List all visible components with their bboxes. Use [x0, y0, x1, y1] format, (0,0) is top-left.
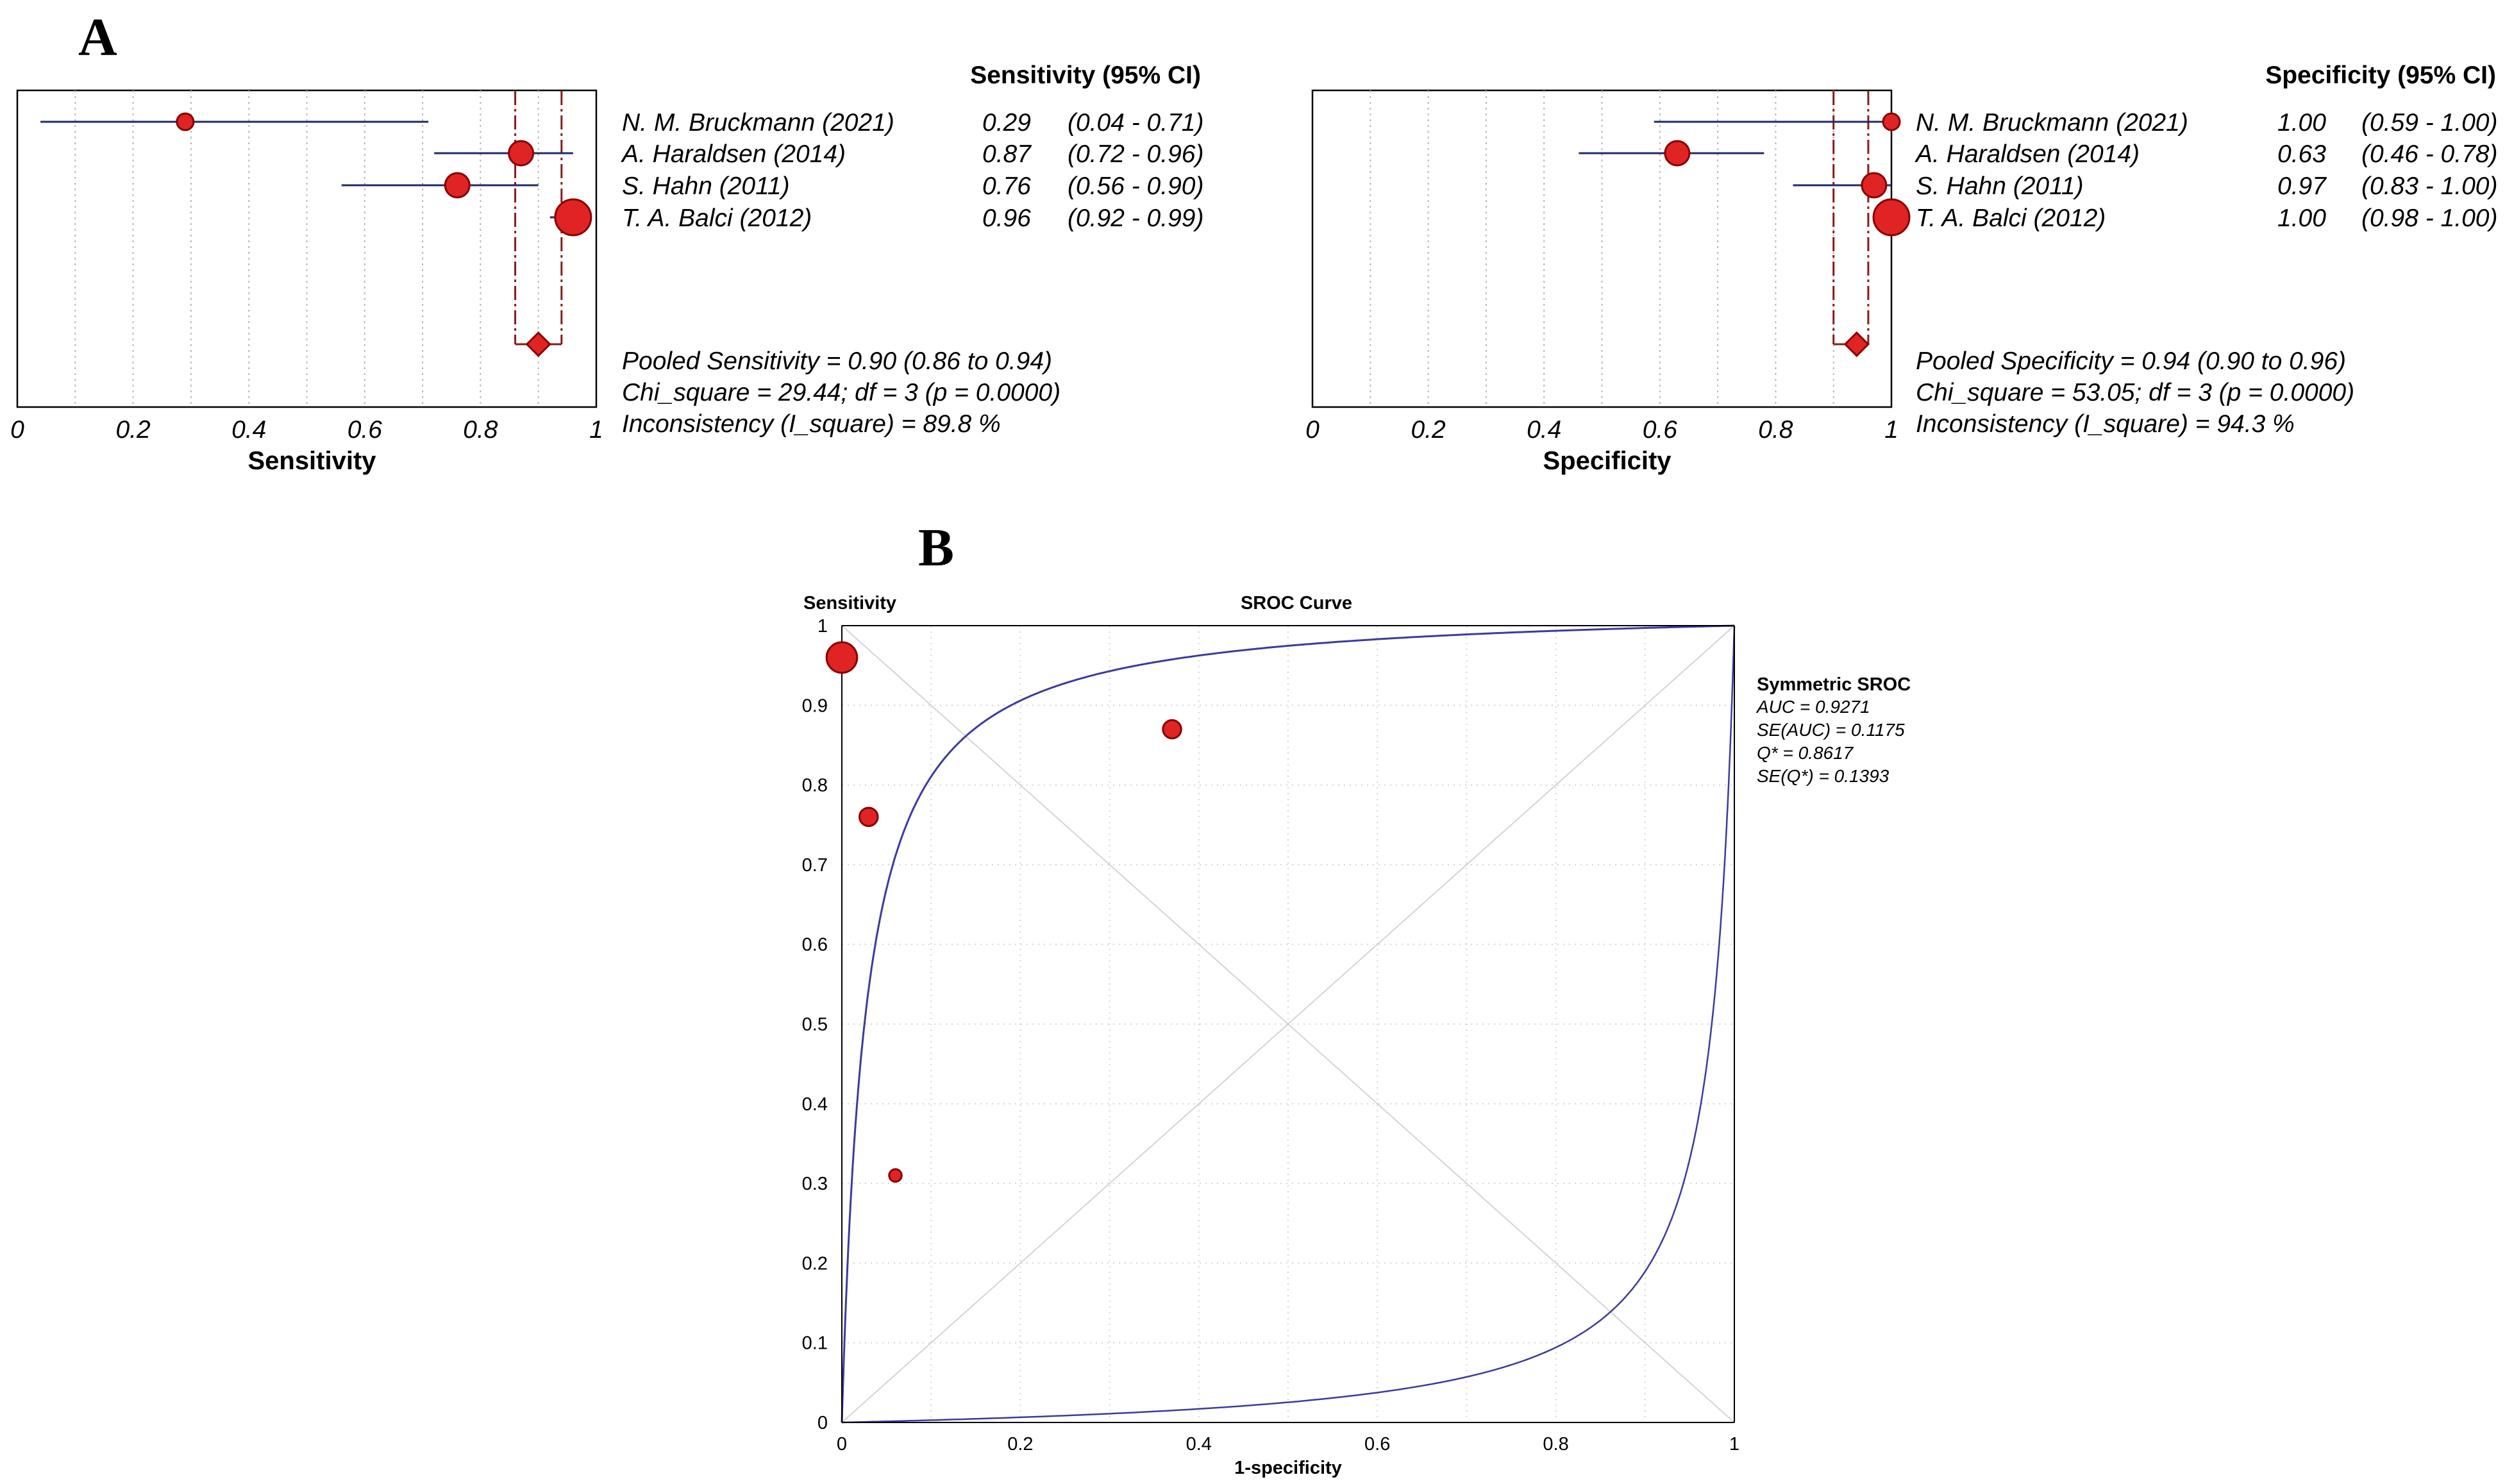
- legend-stat-line: Q* = 0.8617: [1757, 743, 1854, 763]
- x-tick-label: 0: [1305, 416, 1320, 444]
- y-axis-title: Sensitivity: [803, 593, 896, 613]
- legend-title: Symmetric SROC: [1757, 674, 1911, 695]
- y-tick-label: 1: [817, 616, 828, 637]
- x-tick-label: 0.6: [348, 416, 383, 444]
- sroc-curve: [841, 624, 1735, 1422]
- y-tick-label: 0: [817, 1413, 828, 1433]
- x-axis-title: Specificity: [1543, 447, 1672, 475]
- legend-stat-line: SE(AUC) = 0.1175: [1757, 720, 1905, 740]
- study-ci-label: (0.04 - 0.71): [1068, 109, 1203, 137]
- study-estimate-label: 1.00: [2277, 109, 2326, 137]
- y-tick-label: 0.3: [802, 1174, 828, 1194]
- x-tick-label: 0.4: [231, 416, 266, 444]
- study-estimate-label: 0.97: [2277, 172, 2327, 200]
- study-ci-label: (0.59 - 1.00): [2361, 109, 2497, 137]
- study-name-label: A. Haraldsen (2014): [621, 140, 846, 168]
- study-ci-label: (0.72 - 0.96): [1068, 140, 1203, 168]
- study-ci-label: (0.46 - 0.78): [2361, 140, 2497, 168]
- study-estimate-label: 1.00: [2277, 204, 2326, 232]
- summary-stat-line: Chi_square = 53.05; df = 3 (p = 0.0000): [1916, 379, 2354, 406]
- x-tick-label: 1: [589, 416, 603, 444]
- x-axis-title: Sensitivity: [247, 447, 376, 475]
- study-point-marker: [508, 140, 535, 167]
- summary-stat-line: Inconsistency (I_square) = 89.8 %: [622, 410, 1001, 438]
- study-point: [1162, 719, 1182, 740]
- study-estimate-label: 0.29: [982, 109, 1031, 137]
- study-point: [888, 1168, 903, 1183]
- x-tick-label: 0.4: [1186, 1434, 1212, 1455]
- study-ci-label: (0.83 - 1.00): [2361, 172, 2497, 200]
- summary-stat-line: Pooled Specificity = 0.94 (0.90 to 0.96): [1916, 347, 2346, 375]
- study-ci-label: (0.56 - 0.90): [1068, 172, 1203, 200]
- summary-stat-line: Pooled Sensitivity = 0.90 (0.86 to 0.94): [622, 347, 1052, 375]
- study-ci-label: (0.92 - 0.99): [1068, 204, 1203, 232]
- x-tick-label: 0.8: [1758, 416, 1793, 444]
- x-axis-title: 1-specificity: [1234, 1458, 1342, 1478]
- study-point: [859, 806, 879, 828]
- study-name-label: T. A. Balci (2012): [622, 204, 812, 232]
- x-tick-label: 0.4: [1527, 416, 1561, 444]
- x-tick-label: 0.2: [1411, 416, 1446, 444]
- column-header: Sensitivity (95% CI): [970, 62, 1201, 89]
- study-point-marker: [176, 112, 195, 131]
- study-point-marker: [1861, 172, 1888, 199]
- panel-label-a: A: [78, 8, 117, 67]
- study-ci-label: (0.98 - 1.00): [2361, 204, 2497, 232]
- study-estimate-label: 0.76: [982, 172, 1031, 200]
- y-tick-label: 0.8: [802, 776, 828, 796]
- summary-stat-line: Chi_square = 29.44; df = 3 (p = 0.0000): [622, 379, 1060, 406]
- study-point-marker: [554, 198, 592, 237]
- y-tick-label: 0.1: [802, 1333, 828, 1354]
- study-name-label: T. A. Balci (2012): [1916, 204, 2106, 232]
- legend-stat-line: SE(Q*) = 0.1393: [1757, 766, 1890, 786]
- x-tick-label: 1: [1884, 416, 1898, 444]
- summary-stat-line: Inconsistency (I_square) = 94.3 %: [1916, 410, 2295, 438]
- x-tick-label: 0.6: [1643, 416, 1678, 444]
- study-point-marker: [444, 172, 471, 199]
- y-tick-label: 0.5: [802, 1015, 828, 1035]
- y-tick-label: 0.9: [802, 696, 828, 716]
- sroc-plot: 0 0.1 0.2 0.3 0.4 0.5 0.6 0.7 0.8 0.9 1 0 0.2 0.4 0.6 0…: [802, 593, 1911, 1478]
- column-header: Specificity (95% CI): [2265, 62, 2496, 89]
- y-tick-label: 0.7: [802, 855, 828, 876]
- sroc-curve-mirror: [842, 625, 1736, 1424]
- x-tick-label: 0.2: [1007, 1434, 1033, 1455]
- chart-title: SROC Curve: [1241, 593, 1352, 613]
- study-name-label: A. Haraldsen (2014): [1915, 140, 2140, 168]
- study-point-marker: [1872, 198, 1911, 237]
- anti-diagonal: [841, 625, 1735, 1423]
- study-point-marker: [1882, 112, 1901, 131]
- study-name-label: S. Hahn (2011): [1916, 172, 2084, 200]
- pooled-diamond: [1843, 331, 1870, 358]
- study-name-label: N. M. Bruckmann (2021): [1916, 109, 2188, 137]
- forest-plot-sensitivity: N. M. Bruckmann (2021) 0.29 (0.04 - 0.71) A…: [10, 62, 1203, 475]
- study-name-label: S. Hahn (2011): [622, 172, 790, 200]
- panel-label-b: B: [918, 518, 954, 578]
- x-tick-label: 0: [837, 1434, 847, 1455]
- legend-stat-line: AUC = 0.9271: [1756, 697, 1870, 717]
- x-tick-label: 0.2: [115, 416, 151, 444]
- x-tick-label: 0.6: [1364, 1434, 1390, 1455]
- x-tick-label: 1: [1729, 1434, 1739, 1455]
- x-tick-label: 0.8: [1543, 1434, 1568, 1455]
- y-tick-label: 0.6: [802, 935, 828, 955]
- study-point: [825, 641, 859, 674]
- x-tick-label: 0.8: [463, 416, 498, 444]
- study-estimate-label: 0.96: [982, 204, 1031, 232]
- forest-plot-specificity: N. M. Bruckmann (2021) 1.00 (0.59 - 1.00) A…: [1305, 62, 2497, 475]
- y-tick-label: 0.2: [802, 1253, 828, 1274]
- y-tick-label: 0.4: [802, 1094, 828, 1115]
- study-point-marker: [1664, 140, 1691, 167]
- study-estimate-label: 0.63: [2277, 140, 2326, 168]
- study-estimate-label: 0.87: [982, 140, 1032, 168]
- x-tick-label: 0: [10, 416, 24, 444]
- pooled-diamond: [525, 331, 551, 358]
- study-name-label: N. M. Bruckmann (2021): [622, 109, 894, 137]
